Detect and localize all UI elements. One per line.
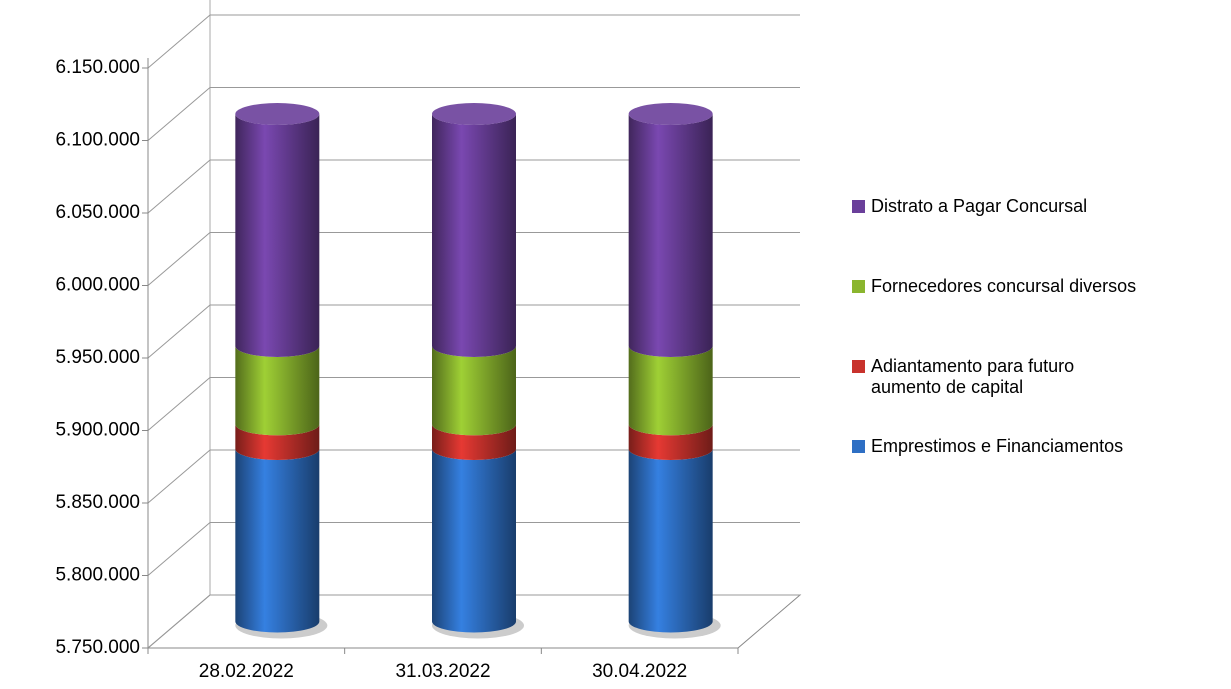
legend: Distrato a Pagar Concursal Fornecedores c… (852, 196, 1142, 516)
grid-line (147, 304, 800, 359)
legend-swatch (852, 360, 865, 373)
cylinder-segment (235, 448, 320, 633)
grid-line (147, 14, 800, 69)
legend-item: Emprestimos e Financiamentos (852, 436, 1142, 516)
legend-swatch (852, 440, 865, 453)
grid-line (147, 522, 800, 576)
legend-label: Adiantamento para futuro aumento de capi… (871, 356, 1075, 397)
legend-label: Distrato a Pagar Concursal (871, 196, 1088, 216)
legend-item: Adiantamento para futuro aumento de capi… (852, 356, 1142, 436)
legend-label: Fornecedores concursal diversos (871, 276, 1137, 296)
cylinder-segment (628, 424, 713, 460)
grid-line (147, 87, 800, 141)
y-tick-label: 6.050.000 (55, 202, 140, 223)
cylinder-top (628, 103, 713, 125)
y-tick-label: 6.100.000 (55, 130, 140, 151)
legend-item: Fornecedores concursal diversos (852, 276, 1142, 356)
cylinder-top (432, 103, 516, 125)
y-tick-label: 6.150.000 (55, 57, 140, 78)
cylinder-top (235, 103, 320, 125)
x-tick-label: 28.02.2022 (199, 661, 294, 682)
y-tick-label: 5.850.000 (55, 492, 140, 513)
grid-line (147, 377, 800, 431)
cylinder-segment (235, 346, 320, 436)
y-tick-label: 5.800.000 (55, 565, 140, 586)
legend-swatch (852, 280, 865, 293)
x-tick-label: 30.04.2022 (592, 661, 687, 682)
x-tick-label: 31.03.2022 (395, 661, 490, 682)
y-tick-label: 5.950.000 (55, 347, 140, 368)
grid-line (147, 159, 800, 214)
y-tick-label: 5.750.000 (55, 637, 140, 658)
cylinder-segment (432, 448, 516, 633)
grid-line (147, 594, 800, 649)
cylinder-segment (628, 448, 713, 633)
cylinder-segment (235, 424, 320, 460)
legend-swatch (852, 200, 865, 213)
legend-label: Emprestimos e Financiamentos (871, 436, 1124, 456)
y-tick-label: 5.900.000 (55, 420, 140, 441)
cylinder-segment (432, 424, 516, 460)
grid-line (147, 449, 800, 504)
grid-line (147, 232, 800, 286)
cylinder-segment (628, 114, 713, 357)
cylinder-segment (432, 346, 516, 436)
cylinder-segment (235, 114, 320, 358)
legend-item: Distrato a Pagar Concursal (852, 196, 1142, 276)
y-tick-label: 6.000.000 (55, 275, 140, 296)
cylinder-segment (628, 346, 713, 436)
cylinder-segment (432, 114, 516, 357)
